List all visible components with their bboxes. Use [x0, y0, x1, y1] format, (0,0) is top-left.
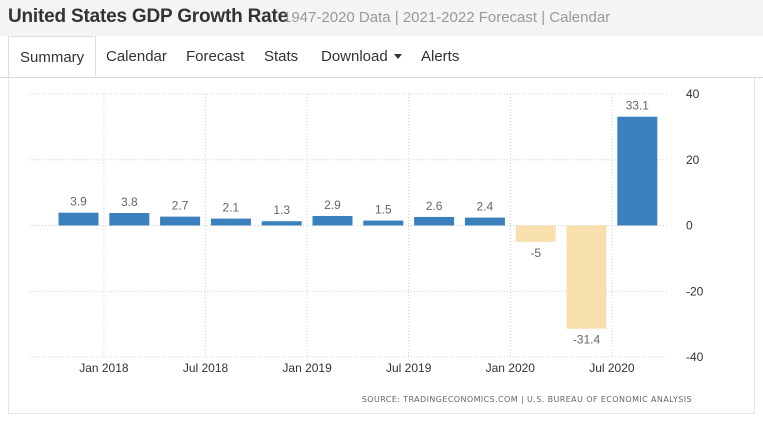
bar	[312, 215, 353, 226]
bar	[261, 221, 302, 226]
bar	[210, 218, 251, 226]
grid-lines	[30, 93, 668, 358]
value-label: 1.3	[273, 203, 290, 217]
tab-forecast-label: Forecast	[186, 48, 245, 65]
y-tick-label: -20	[686, 284, 704, 298]
y-tick-label: 20	[686, 153, 700, 167]
tab-summary-label: Summary	[20, 49, 85, 66]
bar	[617, 116, 658, 226]
bar	[515, 225, 556, 242]
tab-bar: Summary Calendar Forecast Stats Download…	[0, 36, 763, 78]
bars	[58, 116, 658, 329]
x-tick-label: Jul 2020	[589, 361, 635, 375]
tab-calendar-label: Calendar	[106, 48, 167, 65]
value-label: -31.4	[573, 333, 601, 347]
value-label: 33.1	[626, 99, 650, 113]
tab-alerts[interactable]: Alerts	[421, 36, 459, 77]
y-tick-label: 0	[686, 219, 693, 233]
bar	[464, 217, 505, 226]
x-tick-label: Jan 2019	[282, 361, 332, 375]
y-axis-ticks: 40 20 0 -20 -40	[686, 87, 704, 364]
bar	[414, 216, 455, 226]
x-tick-label: Jul 2019	[386, 361, 432, 375]
chevron-down-icon	[393, 53, 402, 59]
value-label: 2.9	[324, 198, 341, 212]
value-label: 3.9	[70, 195, 87, 209]
chart-panel	[8, 78, 755, 414]
tab-stats[interactable]: Stats	[264, 36, 298, 77]
tab-calendar[interactable]: Calendar	[106, 36, 167, 77]
tab-alerts-label: Alerts	[421, 48, 460, 65]
chart-source: SOURCE: TRADINGECONOMICS.COM | U.S. BURE…	[362, 395, 692, 404]
bar	[363, 220, 404, 226]
x-axis-ticks: Jan 2018 Jul 2018 Jan 2019 Jul 2019 Jan 2020…	[79, 361, 635, 375]
y-tick-label: 40	[686, 87, 700, 101]
page-subtitle: 1947-2020 Data | 2021-2022 Forecast | Ca…	[283, 9, 611, 26]
value-label: 2.7	[172, 199, 189, 213]
value-label: 2.1	[223, 201, 240, 215]
tab-download[interactable]: Download	[321, 36, 402, 77]
value-label: 2.4	[477, 200, 494, 214]
value-label: -5	[530, 246, 541, 260]
value-label: 3.8	[121, 195, 138, 209]
x-tick-label: Jan 2018	[79, 361, 129, 375]
value-label: 2.6	[426, 199, 443, 213]
tab-forecast[interactable]: Forecast	[186, 36, 244, 77]
value-labels: 3.9 3.8 2.7 2.1 1.3 2.9 1.5 2.6 2.4 -5 -31.4 33.1	[70, 99, 649, 347]
value-label: 1.5	[375, 203, 392, 217]
page-title: United States GDP Growth Rate	[8, 6, 288, 27]
bar	[58, 212, 99, 226]
tab-download-label: Download	[321, 48, 388, 65]
tab-summary[interactable]: Summary	[8, 36, 97, 77]
title-bar: United States GDP Growth Rate 1947-2020 …	[0, 0, 763, 36]
y-tick-label: -40	[686, 350, 704, 364]
x-tick-label: Jul 2018	[183, 361, 229, 375]
bar	[109, 213, 150, 226]
bar	[566, 225, 607, 329]
x-tick-label: Jan 2020	[486, 361, 536, 375]
bar	[160, 216, 201, 226]
tab-stats-label: Stats	[264, 48, 299, 65]
